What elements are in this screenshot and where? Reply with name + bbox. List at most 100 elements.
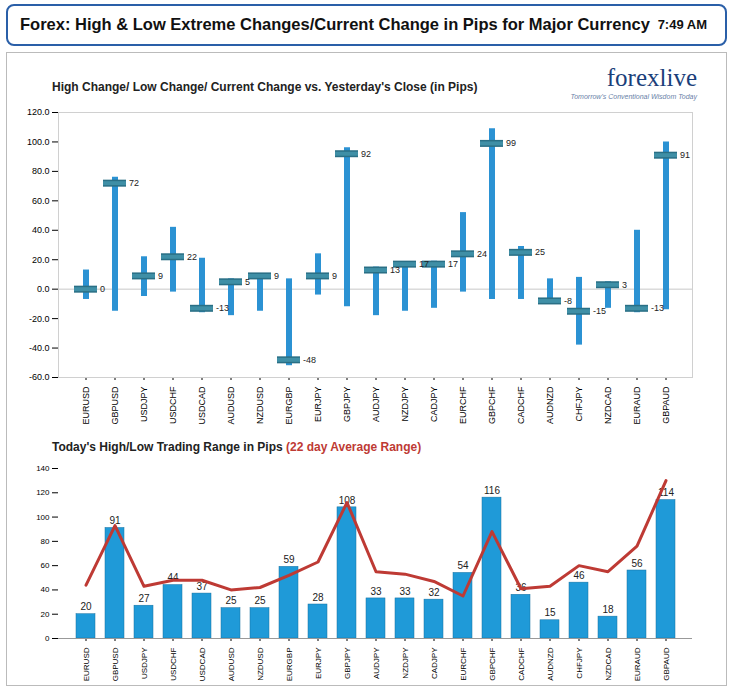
svg-text:18: 18 bbox=[602, 604, 614, 615]
svg-text:-20.0: -20.0 bbox=[29, 313, 50, 323]
svg-text:NZDCAD: NZDCAD bbox=[604, 647, 613, 681]
svg-text:99: 99 bbox=[506, 138, 516, 148]
svg-text:CADCHF: CADCHF bbox=[517, 647, 526, 680]
svg-text:AUDNZD: AUDNZD bbox=[545, 386, 555, 424]
svg-text:AUDUSD: AUDUSD bbox=[227, 647, 236, 681]
svg-text:GBPCHF: GBPCHF bbox=[487, 386, 497, 424]
svg-text:100.0: 100.0 bbox=[27, 137, 50, 147]
svg-text:GBPAUD: GBPAUD bbox=[661, 386, 671, 424]
svg-text:AUDJPY: AUDJPY bbox=[371, 387, 381, 423]
svg-text:EURUSD: EURUSD bbox=[81, 386, 91, 425]
svg-text:AUDUSD: AUDUSD bbox=[226, 386, 236, 425]
html-text:7:49 AM: 7:49 AM bbox=[657, 17, 707, 32]
svg-text:20: 20 bbox=[41, 610, 50, 619]
svg-text:EURCHF: EURCHF bbox=[458, 386, 468, 424]
svg-text:NZDUSD: NZDUSD bbox=[256, 647, 265, 681]
svg-text:-13: -13 bbox=[651, 303, 664, 313]
svg-text:72: 72 bbox=[129, 178, 139, 188]
svg-text:13: 13 bbox=[390, 265, 400, 275]
svg-text:EURAUD: EURAUD bbox=[633, 647, 642, 681]
svg-text:USDCHF: USDCHF bbox=[168, 386, 178, 424]
svg-text:AUDNZD: AUDNZD bbox=[546, 647, 555, 681]
svg-text:28: 28 bbox=[312, 592, 324, 603]
svg-text:60: 60 bbox=[41, 561, 50, 570]
svg-text:0: 0 bbox=[100, 284, 105, 294]
svg-text:GBPCHF: GBPCHF bbox=[488, 647, 497, 680]
svg-text:80: 80 bbox=[41, 537, 50, 546]
svg-text:33: 33 bbox=[370, 586, 382, 597]
svg-text:9: 9 bbox=[274, 271, 279, 281]
svg-text:17: 17 bbox=[448, 259, 458, 269]
html-text:forexlive: forexlive bbox=[606, 64, 697, 91]
svg-text:17: 17 bbox=[419, 259, 429, 269]
svg-text:-13: -13 bbox=[216, 303, 229, 313]
svg-text:-40.0: -40.0 bbox=[29, 343, 50, 353]
svg-text:92: 92 bbox=[361, 149, 371, 159]
svg-text:GBPUSD: GBPUSD bbox=[110, 386, 120, 425]
svg-text:25: 25 bbox=[535, 247, 545, 257]
svg-text:91: 91 bbox=[680, 150, 690, 160]
svg-text:CHFJPY: CHFJPY bbox=[574, 387, 584, 422]
svg-text:USDCAD: USDCAD bbox=[198, 647, 207, 681]
html-text:High Change/ Low Change/ Curre: High Change/ Low Change/ Current Change … bbox=[52, 80, 478, 94]
svg-text:0.0: 0.0 bbox=[37, 284, 50, 294]
svg-text:54: 54 bbox=[457, 560, 469, 571]
svg-text:CADCHF: CADCHF bbox=[516, 386, 526, 424]
svg-text:40.0: 40.0 bbox=[32, 225, 50, 235]
svg-text:NZDCAD: NZDCAD bbox=[603, 386, 613, 424]
svg-text:NZDJPY: NZDJPY bbox=[400, 387, 410, 422]
svg-text:EURUSD: EURUSD bbox=[82, 647, 91, 681]
svg-text:CADJPY: CADJPY bbox=[429, 387, 439, 423]
html-text:Forex: High & Low Extreme Chan: Forex: High & Low Extreme Changes/Curren… bbox=[20, 15, 650, 33]
svg-text:GBPUSD: GBPUSD bbox=[111, 647, 120, 681]
svg-text:USDCAD: USDCAD bbox=[197, 386, 207, 425]
svg-text:NZDUSD: NZDUSD bbox=[255, 386, 265, 424]
svg-text:USDCHF: USDCHF bbox=[169, 647, 178, 680]
svg-text:EURGBP: EURGBP bbox=[285, 648, 294, 682]
svg-text:27: 27 bbox=[138, 593, 150, 604]
svg-text:-60.0: -60.0 bbox=[29, 372, 50, 382]
svg-text:9: 9 bbox=[158, 271, 163, 281]
svg-text:GBPJPY: GBPJPY bbox=[342, 387, 352, 423]
svg-text:5: 5 bbox=[245, 277, 250, 287]
svg-text:60.0: 60.0 bbox=[32, 196, 50, 206]
svg-text:59: 59 bbox=[283, 554, 295, 565]
svg-text:15: 15 bbox=[544, 607, 556, 618]
svg-text:24: 24 bbox=[477, 249, 487, 259]
svg-text:CHFJPY: CHFJPY bbox=[575, 647, 584, 679]
svg-text:-15: -15 bbox=[593, 306, 606, 316]
svg-text:USDJPY: USDJPY bbox=[140, 647, 149, 679]
svg-text:80.0: 80.0 bbox=[32, 166, 50, 176]
svg-text:56: 56 bbox=[631, 558, 643, 569]
svg-text:AUDJPY: AUDJPY bbox=[372, 647, 381, 679]
svg-text:GBPAUD: GBPAUD bbox=[662, 647, 671, 680]
svg-text:120.0: 120.0 bbox=[27, 107, 50, 117]
svg-text:EURGBP: EURGBP bbox=[284, 387, 294, 425]
svg-text:22: 22 bbox=[187, 252, 197, 262]
svg-text:33: 33 bbox=[399, 586, 411, 597]
svg-text:EURCHF: EURCHF bbox=[459, 647, 468, 680]
svg-text:116: 116 bbox=[484, 485, 500, 496]
svg-text:46: 46 bbox=[573, 570, 585, 581]
svg-text:0: 0 bbox=[45, 634, 50, 643]
svg-text:EURJPY: EURJPY bbox=[313, 387, 323, 423]
svg-text:-8: -8 bbox=[564, 296, 572, 306]
svg-text:CADJPY: CADJPY bbox=[430, 647, 439, 679]
svg-text:120: 120 bbox=[36, 488, 50, 497]
svg-text:GBPJPY: GBPJPY bbox=[343, 647, 352, 679]
svg-text:EURJPY: EURJPY bbox=[314, 647, 323, 679]
svg-text:140: 140 bbox=[36, 464, 50, 473]
svg-text:3: 3 bbox=[622, 280, 627, 290]
svg-text:20.0: 20.0 bbox=[32, 255, 50, 265]
svg-text:9: 9 bbox=[332, 271, 337, 281]
svg-text:32: 32 bbox=[428, 587, 440, 598]
svg-text:100: 100 bbox=[36, 513, 50, 522]
svg-text:20: 20 bbox=[80, 601, 92, 612]
svg-text:25: 25 bbox=[254, 595, 266, 606]
svg-text:EURAUD: EURAUD bbox=[632, 386, 642, 425]
svg-text:40: 40 bbox=[41, 585, 50, 594]
svg-text:NZDJPY: NZDJPY bbox=[401, 647, 410, 679]
svg-text:USDJPY: USDJPY bbox=[139, 387, 149, 423]
svg-text:-48: -48 bbox=[303, 355, 316, 365]
svg-text:25: 25 bbox=[225, 595, 237, 606]
